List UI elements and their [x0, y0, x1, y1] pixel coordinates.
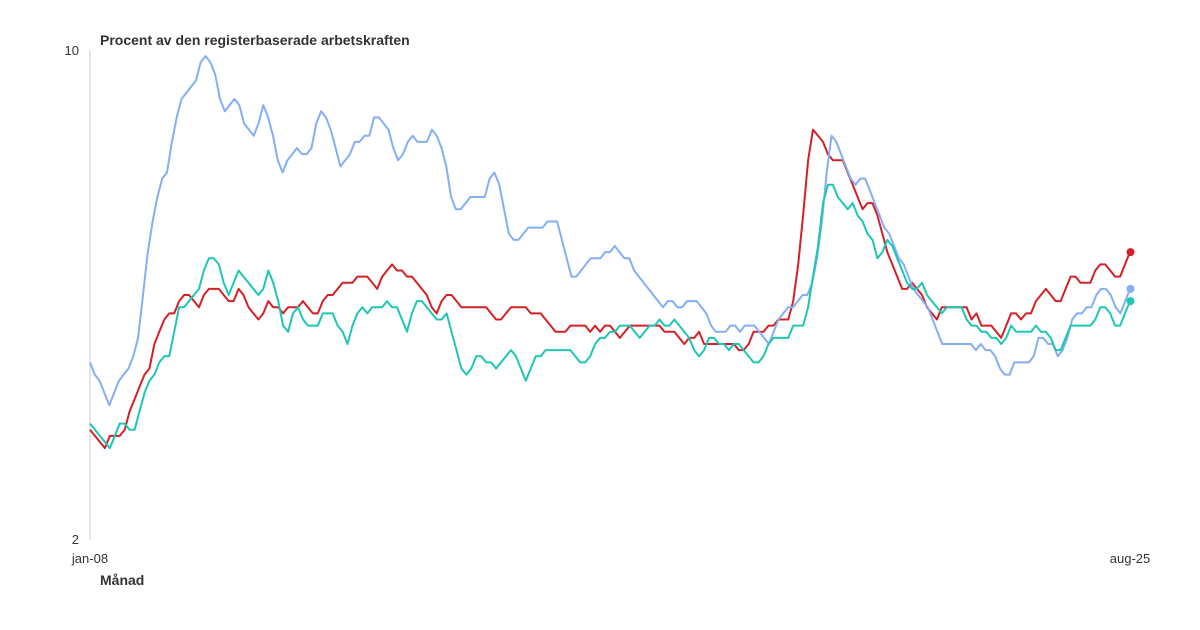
series-end-point-3	[1126, 297, 1135, 306]
series-line-1	[89, 128, 1131, 450]
y-tick-top: 10	[65, 43, 79, 58]
x-tick-end: aug-25	[1110, 551, 1150, 566]
series-group	[89, 55, 1135, 450]
y-tick-bottom: 2	[72, 532, 79, 547]
series-end-point-1	[1126, 248, 1135, 257]
x-axis-title: Månad	[100, 572, 144, 588]
series-line-3	[89, 183, 1131, 450]
y-axis-title: Procent av den registerbaserade arbetskr…	[100, 32, 410, 48]
series-end-point-2	[1126, 284, 1135, 293]
x-tick-start: jan-08	[71, 551, 108, 566]
series-line-2	[89, 55, 1131, 407]
